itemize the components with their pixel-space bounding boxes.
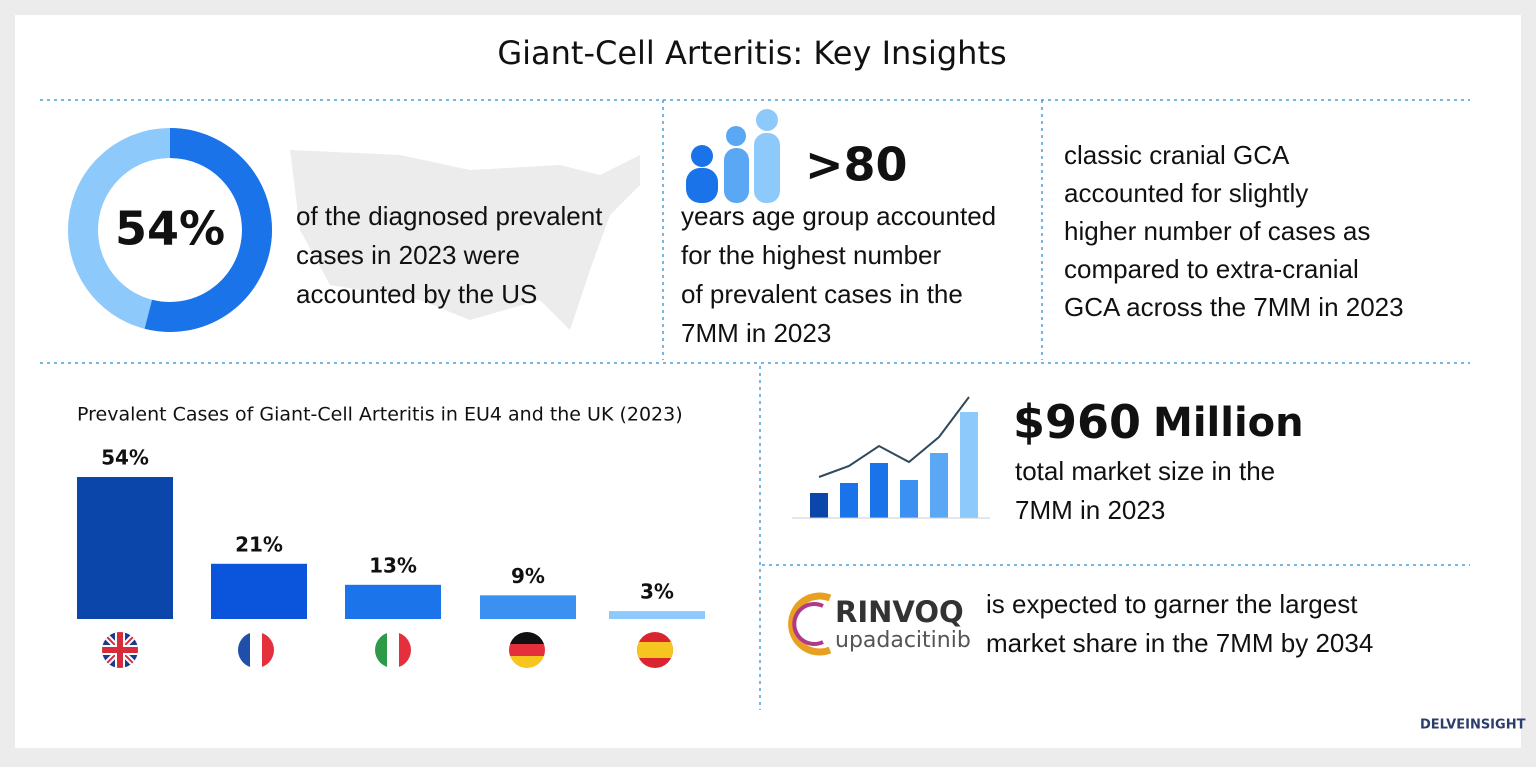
us-text: of the diagnosed prevalent cases in 2023 … [296, 201, 603, 309]
bar [480, 595, 576, 619]
flag-part [375, 632, 387, 668]
flag-part [117, 632, 123, 668]
flag-part [509, 632, 545, 644]
text-line: of prevalent cases in the [681, 279, 963, 309]
flag [375, 632, 411, 668]
text-line: total market size in the [1015, 456, 1275, 486]
dividers [40, 99, 1470, 710]
flag-part [399, 632, 411, 668]
value-label: 9% [511, 564, 545, 588]
flags [102, 632, 673, 668]
text-line: market share in the 7MM by 2034 [986, 628, 1373, 658]
flag-part [387, 632, 399, 668]
rinvoq-logo: RINVOQ upadacitinib [788, 592, 971, 656]
flag-part [262, 632, 274, 668]
text-line: compared to extra-cranial [1064, 254, 1359, 284]
text-line: accounted for slightly [1064, 178, 1308, 208]
text-line: cases in 2023 were [296, 240, 520, 270]
donut-label: 54% [115, 202, 225, 256]
cranial-text: classic cranial GCA accounted for slightl… [1064, 140, 1404, 322]
bar [77, 477, 173, 619]
bar-chart-title: Prevalent Cases of Giant-Cell Arteritis … [77, 404, 683, 426]
flag [509, 632, 545, 668]
text-line: accounted by the US [296, 279, 537, 309]
bar [609, 611, 705, 619]
us-map [290, 150, 640, 330]
growth-icon [792, 396, 990, 519]
text-line: for the highest number [681, 240, 941, 270]
title: Giant-Cell Arteritis: Key Insights [497, 34, 1006, 72]
text-line: is expected to garner the largest [986, 589, 1358, 619]
text-line: GCA across the 7MM in 2023 [1064, 292, 1404, 322]
flag-part [509, 656, 545, 668]
logo: DELVEINSIGHT [1420, 718, 1526, 733]
age-headline: >80 [805, 138, 908, 192]
flag-part [509, 644, 545, 656]
text-line: classic cranial GCA [1064, 140, 1290, 170]
bar [211, 563, 307, 619]
text-line: years age group accounted [681, 201, 996, 231]
value-label: 3% [640, 580, 674, 604]
market-text: total market size in the 7MM in 2023 [1015, 456, 1275, 525]
bar-chart: 54% 21% 13% 9% 3% [77, 446, 705, 619]
age-text: years age group accounted for the highest… [681, 201, 996, 348]
rinvoq-text: is expected to garner the largest market … [986, 589, 1373, 658]
text-line: of the diagnosed prevalent [296, 201, 603, 231]
text-line: higher number of cases as [1064, 216, 1370, 246]
text-line: 7MM in 2023 [1015, 495, 1165, 525]
value-label: 54% [101, 446, 149, 470]
value-label: 21% [235, 532, 283, 556]
people-icon [686, 109, 780, 203]
flag-part [238, 632, 250, 668]
flag-part [250, 632, 262, 668]
flag [637, 632, 673, 668]
generic: upadacitinib [835, 628, 971, 653]
market-amount: $960 Million [1013, 395, 1304, 449]
brand: RINVOQ [835, 595, 964, 629]
text-line: 7MM in 2023 [681, 318, 831, 348]
donut-segment [144, 128, 272, 332]
flag [238, 632, 274, 668]
bar [345, 584, 441, 619]
value-label: 13% [369, 553, 417, 577]
flag [102, 632, 138, 668]
flag-part [637, 642, 673, 658]
